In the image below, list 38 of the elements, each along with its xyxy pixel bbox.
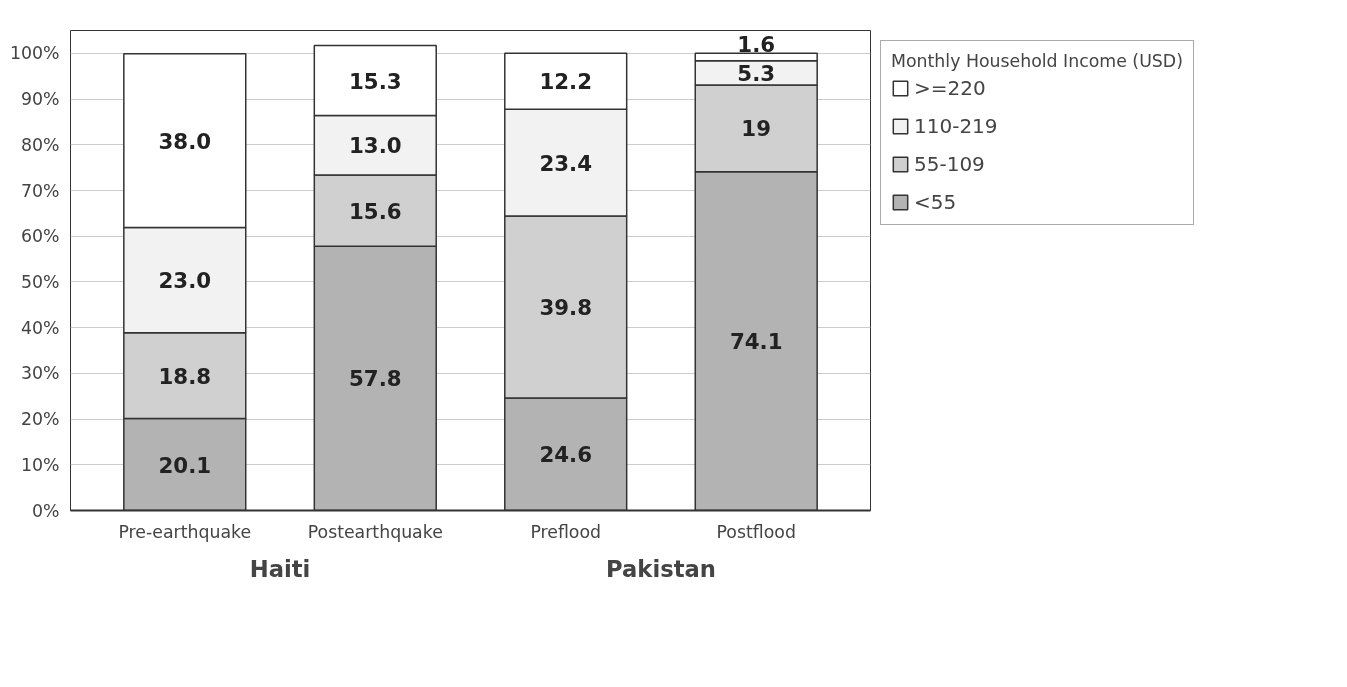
text: Pakistan <box>606 555 716 582</box>
y-tick-label: 60% <box>20 226 60 247</box>
y-tick-label: 30% <box>20 363 60 384</box>
x-tick-label: Postearthquake <box>307 521 443 542</box>
legend-label: 55-109 <box>914 152 985 176</box>
x-tick-label: Postflood <box>716 521 796 542</box>
y-tick-label: 10% <box>20 454 60 475</box>
data-label: 12.2 <box>539 69 593 95</box>
y-tick-label: 50% <box>20 271 60 292</box>
data-label: 18.8 <box>158 363 212 389</box>
x-tick-label: Preflood <box>530 521 602 542</box>
data-label: 20.1 <box>158 452 212 478</box>
y-tick-label: 0% <box>32 500 60 521</box>
data-label: 5.3 <box>737 60 776 86</box>
data-label: 24.6 <box>539 442 593 468</box>
data-label: 74.1 <box>729 329 783 355</box>
data-label: 1.6 <box>737 31 776 57</box>
data-label: 19 <box>741 116 772 142</box>
legend-label: >=220 <box>914 76 986 100</box>
data-label: 13.0 <box>348 133 402 159</box>
data-label: 39.8 <box>539 295 593 321</box>
data-label: 38.0 <box>158 128 212 154</box>
data-label: 15.3 <box>348 68 402 94</box>
y-tick-label: 70% <box>20 180 60 201</box>
x-tick-label: Pre-earthquake <box>118 521 252 542</box>
data-label: 57.8 <box>348 366 402 392</box>
legend-label: <55 <box>914 190 957 214</box>
y-tick-label: 20% <box>20 409 60 430</box>
y-tick-label: 100% <box>9 43 60 64</box>
y-tick-label: 40% <box>20 317 60 338</box>
legend-label: 110-219 <box>914 114 998 138</box>
data-label: 15.6 <box>348 198 402 224</box>
data-label: 23.4 <box>539 150 593 176</box>
y-tick-label: 80% <box>20 134 60 155</box>
legend-title: Monthly Household Income (USD) <box>891 51 1183 71</box>
text: Haiti <box>249 555 311 582</box>
data-label: 23.0 <box>158 268 212 294</box>
y-tick-label: 90% <box>20 89 60 110</box>
